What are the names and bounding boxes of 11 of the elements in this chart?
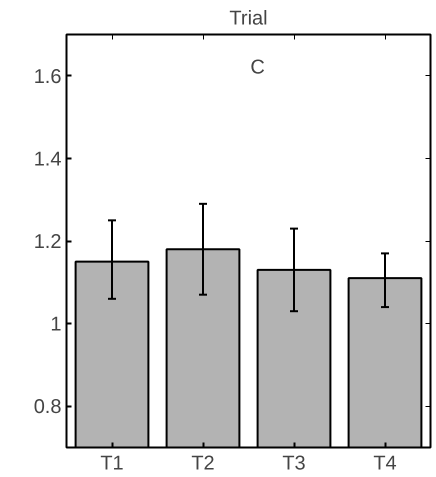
x-tick-label: T3 [282, 452, 306, 474]
y-tick-label: 1 [50, 314, 62, 336]
x-tick-label: T1 [100, 452, 124, 474]
y-tick-label: 1.6 [34, 66, 62, 88]
x-tick-label: T2 [191, 452, 215, 474]
y-tick-label: 1.2 [34, 231, 62, 253]
annotation: C [250, 56, 265, 78]
x-tick-label: T4 [373, 452, 397, 474]
y-tick-label: 1.4 [34, 148, 62, 170]
chart-title: Trial [229, 8, 268, 30]
y-tick-label: 0.8 [34, 396, 62, 418]
